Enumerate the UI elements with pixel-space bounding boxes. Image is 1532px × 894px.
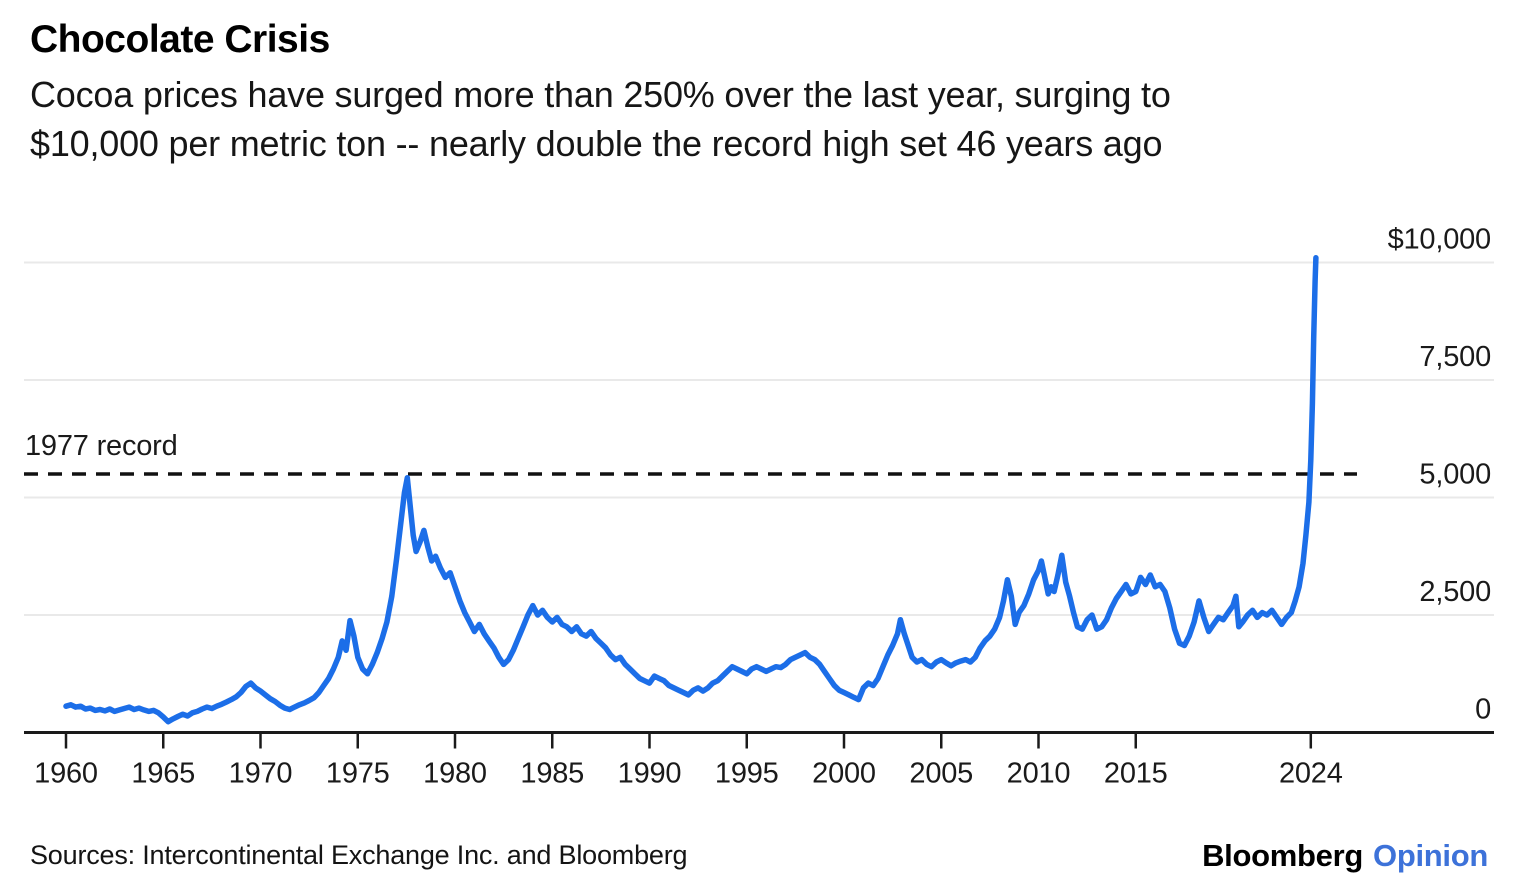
x-axis-label: 2015	[1104, 758, 1168, 790]
x-axis-label: 1965	[131, 758, 195, 790]
chart-subtitle-line2: $10,000 per metric ton -- nearly double …	[30, 123, 1163, 164]
x-axis-label: 1960	[34, 758, 98, 790]
sources-text: Sources: Intercontinental Exchange Inc. …	[30, 840, 688, 870]
x-axis-label: 2000	[812, 758, 876, 790]
x-axis-label: 2010	[1007, 758, 1071, 790]
y-axis-label: 7,500	[1419, 341, 1491, 373]
y-axis-label: $10,000	[1388, 224, 1491, 256]
y-axis-label: 2,500	[1419, 576, 1491, 608]
y-axis-label: 5,000	[1419, 459, 1491, 491]
page-title: Chocolate Crisis	[30, 18, 330, 61]
y-axis-label: 0	[1475, 694, 1491, 726]
x-axis-label: 1985	[520, 758, 584, 790]
x-axis-label: 1975	[326, 758, 390, 790]
chart-subtitle: Cocoa prices have surged more than 250% …	[30, 70, 1171, 168]
brand-opinion: Opinion	[1373, 838, 1488, 873]
brand-logo: Bloomberg Opinion	[1202, 838, 1488, 874]
x-axis-label: 2024	[1279, 758, 1343, 790]
x-axis-label: 1980	[423, 758, 487, 790]
price-line	[63, 255, 1319, 725]
x-axis-label: 1970	[229, 758, 293, 790]
x-axis-label: 1990	[618, 758, 682, 790]
x-axis-label: 1995	[715, 758, 779, 790]
brand-bloomberg: Bloomberg	[1202, 838, 1364, 873]
chart-subtitle-line1: Cocoa prices have surged more than 250% …	[30, 74, 1171, 115]
record-annotation-label: 1977 record	[25, 430, 178, 462]
x-axis-label: 2005	[909, 758, 973, 790]
